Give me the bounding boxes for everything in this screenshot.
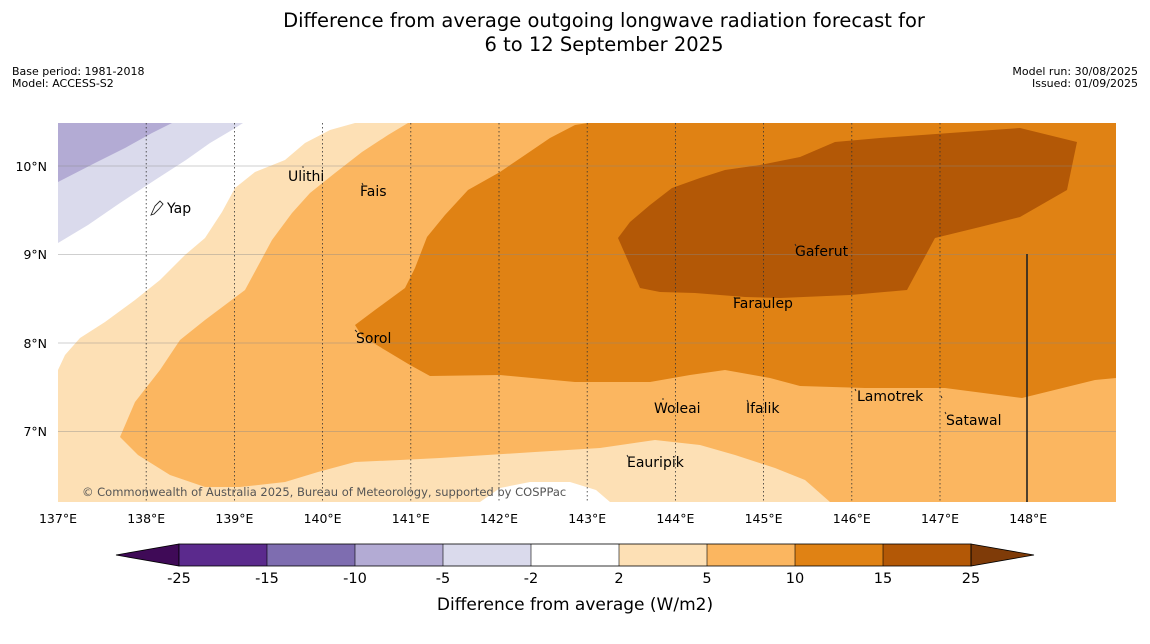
colorbar-bin-p15-p25 — [883, 544, 971, 566]
colorbar-tick-p5: 5 — [702, 571, 711, 587]
colorbar-outline — [178, 543, 972, 567]
lat-tick-labels: 10°N 9°N 8°N 7°N — [15, 159, 47, 439]
colorbar-bin-m10-m5 — [355, 544, 443, 566]
lon-tick-139e: 139°E — [215, 511, 253, 526]
colorbar-tick-m15: -15 — [255, 571, 279, 587]
lon-tick-147e: 147°E — [921, 511, 959, 526]
colorbar-label: Difference from average (W/m2) — [437, 595, 713, 615]
place-eauripik: Eauripik — [627, 455, 685, 471]
copyright-notice: © Commonwealth of Australia 2025, Bureau… — [82, 485, 566, 499]
issued-date: Issued: 01/09/2025 — [1031, 77, 1138, 90]
base-period: Base period: 1981-2018 — [12, 65, 145, 78]
colorbar-extend-high — [970, 543, 1035, 567]
colorbar-tick-p15: 15 — [874, 571, 892, 587]
lat-tick-10n: 10°N — [15, 159, 47, 174]
region-m5 — [58, 123, 172, 182]
colorbar-bin-m2-p2 — [531, 544, 619, 566]
place-sorol: Sorol — [356, 331, 391, 347]
lon-tick-142e: 142°E — [480, 511, 518, 526]
lon-tick-144e: 144°E — [656, 511, 694, 526]
map-title: Difference from average outgoing longwav… — [0, 9, 1150, 57]
lon-tick-143e: 143°E — [568, 511, 606, 526]
lon-tick-148e: 148°E — [1009, 511, 1047, 526]
map-plot-area: Yap Ulithi Fais Gaferut Faraulep Sorol L… — [58, 123, 1116, 502]
model-name: Model: ACCESS-S2 — [12, 77, 114, 90]
lat-tick-7n: 7°N — [23, 424, 47, 439]
place-yap: Yap — [166, 201, 191, 217]
colorbar-tick-p25: 25 — [962, 571, 980, 587]
place-ulithi: Ulithi — [288, 169, 324, 185]
lon-tick-138e: 138°E — [127, 511, 165, 526]
place-faraulep: Faraulep — [733, 296, 793, 312]
place-ifalik: Ifalik — [746, 401, 780, 417]
lon-tick-137e: 137°E — [39, 511, 77, 526]
colorbar-bin-p5-p10 — [707, 544, 795, 566]
place-fais: Fais — [360, 184, 387, 200]
colorbar-bin-m25-m15 — [179, 544, 267, 566]
lon-tick-145e: 145°E — [745, 511, 783, 526]
meta-left: Base period: 1981-2018 Model: ACCESS-S2 — [12, 66, 144, 90]
title-line-1: Difference from average outgoing longwav… — [283, 9, 925, 32]
colorbar-tick-m2: -2 — [524, 571, 538, 587]
lat-tick-9n: 9°N — [23, 247, 47, 262]
colorbar-bin-m15-m10 — [267, 544, 355, 566]
meta-right: Model run: 30/08/2025 Issued: 01/09/2025 — [1012, 66, 1138, 90]
place-lamotrek: Lamotrek — [857, 389, 924, 405]
region-p15 — [618, 128, 1077, 298]
colorbar-bin-p10-p15 — [795, 544, 883, 566]
lon-tick-146e: 146°E — [833, 511, 871, 526]
place-satawal: Satawal — [946, 413, 1001, 429]
place-gaferut: Gaferut — [795, 244, 849, 260]
yap-island-shape — [150, 200, 164, 216]
colorbar-extend-low — [115, 543, 180, 567]
colorbar-tick-m10: -10 — [343, 571, 367, 587]
island-markers — [150, 166, 947, 458]
colorbar-bin-p2-p5 — [619, 544, 707, 566]
lon-tick-141e: 141°E — [392, 511, 430, 526]
colorbar: -25 -15 -10 -5 -2 2 5 10 15 25 Differenc… — [115, 543, 1035, 615]
model-run: Model run: 30/08/2025 — [1012, 65, 1138, 78]
lat-tick-8n: 8°N — [23, 336, 47, 351]
colorbar-bin-m5-m2 — [443, 544, 531, 566]
colorbar-tick-p2: 2 — [614, 571, 623, 587]
title-line-2: 6 to 12 September 2025 — [484, 33, 724, 56]
place-woleai: Woleai — [654, 401, 701, 417]
lon-tick-140e: 140°E — [304, 511, 342, 526]
lon-gridlines — [145, 123, 941, 502]
colorbar-tick-m25: -25 — [167, 571, 191, 587]
colorbar-tick-m5: -5 — [436, 571, 450, 587]
lon-tick-labels: 137°E 138°E 139°E 140°E 141°E 142°E 143°… — [39, 511, 1047, 526]
colorbar-tick-p10: 10 — [786, 571, 804, 587]
